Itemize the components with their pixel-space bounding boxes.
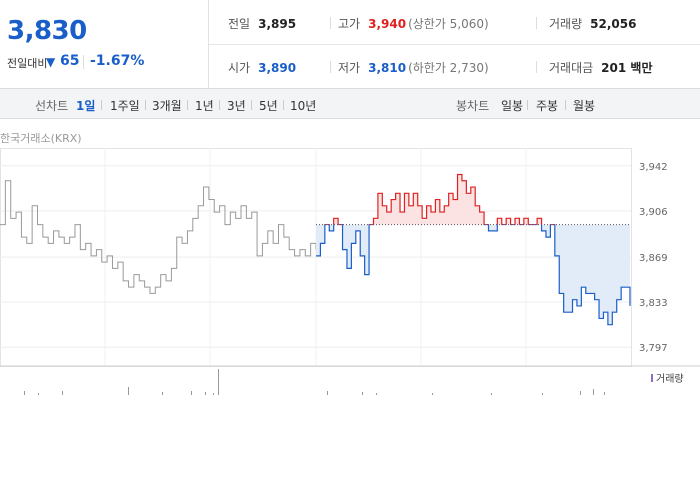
line-chart-label: 선차트: [35, 99, 69, 113]
volume: 거래량 52,056: [549, 15, 636, 32]
divider: [187, 100, 188, 110]
divider: [251, 100, 252, 110]
volume-bar: [327, 391, 328, 395]
change-label: 전일대비: [7, 57, 48, 70]
price-line-up: [324, 173, 556, 225]
volume-bar: [376, 393, 377, 395]
info-divider: [209, 44, 700, 45]
quote-info: 전일 3,895 고가 3,940 (상한가 5,060) 거래량 52,056 시가 3…: [209, 0, 700, 88]
volume-bar: [24, 391, 25, 395]
period-1y-tab[interactable]: 1년: [195, 99, 214, 113]
low-label: 저가: [338, 61, 361, 75]
quote-header: 3,830 전일대비 ▼ 65 -1.67% 전일 3,895 고가 3,940 (상…: [0, 0, 700, 88]
lower-limit-note: (하한가 2,730): [408, 61, 489, 75]
y-tick-label: 3,797: [639, 343, 668, 354]
volume-value: 52,056: [590, 17, 637, 31]
divider: [330, 17, 331, 29]
chart-period-toolbar: 선차트 1일 1주일 3개월 1년 3년 5년 10년 봉차트 일봉 주봉 월봉: [0, 88, 700, 119]
divider: [330, 61, 331, 73]
price-line-down: [316, 224, 631, 326]
divider: [536, 17, 537, 29]
trade-amount-label: 거래대금: [549, 61, 594, 75]
divider: [145, 100, 146, 110]
candle-chart-label: 봉차트: [456, 99, 490, 113]
upper-limit-note: (상한가 5,060): [408, 17, 489, 31]
prev-day-price-line: [0, 180, 317, 294]
rise-area: [333, 174, 542, 225]
divider: [536, 61, 537, 73]
period-3y-tab[interactable]: 3년: [227, 99, 246, 113]
fall-area: [316, 224, 630, 325]
volume-bar: [542, 393, 543, 395]
volume-bar: [162, 392, 163, 395]
period-10y-tab[interactable]: 10년: [290, 99, 317, 113]
volume-bar: [580, 391, 581, 395]
volume-legend-swatch: [651, 374, 653, 382]
daily-candle-tab[interactable]: 일봉: [501, 99, 524, 113]
y-tick-label: 3,869: [639, 253, 668, 264]
monthly-candle-tab[interactable]: 월봉: [573, 99, 596, 113]
volume-bar: [218, 369, 219, 395]
change-divider: [83, 55, 84, 69]
high-label: 고가: [338, 17, 361, 31]
volume-bar: [604, 392, 605, 395]
low-price: 저가 3,810 (하한가 2,730): [338, 59, 489, 76]
y-tick-label: 3,906: [639, 207, 668, 218]
change-percent: -1.67%: [90, 53, 145, 69]
divider: [527, 100, 528, 110]
trade-amount-value: 201 백만: [601, 61, 653, 75]
volume-bar: [593, 389, 594, 395]
high-value: 3,940: [368, 17, 407, 31]
prev-close-value: 3,895: [258, 17, 297, 31]
trade-amount: 거래대금 201 백만: [549, 59, 652, 76]
price-summary: 3,830 전일대비 ▼ 65 -1.67%: [0, 0, 209, 88]
low-value: 3,810: [368, 61, 407, 75]
period-1d-tab[interactable]: 1일: [76, 99, 96, 113]
prev-close: 전일 3,895: [228, 15, 296, 32]
divider: [101, 100, 102, 110]
volume-bar: [205, 392, 206, 395]
period-3m-tab[interactable]: 3개월: [152, 99, 182, 113]
exchange-label: 한국거래소(KRX): [0, 132, 82, 145]
y-tick-label: 3,942: [639, 162, 668, 173]
open-price: 시가 3,890: [228, 59, 296, 76]
volume-bar: [362, 392, 363, 395]
period-1w-tab[interactable]: 1주일: [110, 99, 140, 113]
current-price: 3,830: [7, 16, 87, 46]
prev-close-label: 전일: [228, 17, 251, 31]
volume-bar: [491, 393, 492, 395]
change-value: 65: [60, 53, 80, 69]
volume-bar: [62, 391, 63, 395]
open-label: 시가: [228, 61, 251, 75]
y-tick-label: 3,833: [639, 298, 668, 309]
volume-label: 거래량: [549, 17, 583, 31]
divider: [219, 100, 220, 110]
volume-bar: [191, 391, 192, 395]
volume-legend-label: 거래량: [656, 373, 684, 385]
divider: [565, 100, 566, 110]
divider: [283, 100, 284, 110]
period-5y-tab[interactable]: 5년: [259, 99, 278, 113]
down-arrow-icon: ▼: [46, 55, 56, 69]
volume-bar: [432, 393, 433, 395]
weekly-candle-tab[interactable]: 주봉: [536, 99, 559, 113]
volume-bar: [213, 393, 214, 395]
volume-bar: [128, 387, 129, 395]
high-price: 고가 3,940 (상한가 5,060): [338, 15, 489, 32]
volume-bar: [38, 393, 39, 395]
open-value: 3,890: [258, 61, 297, 75]
